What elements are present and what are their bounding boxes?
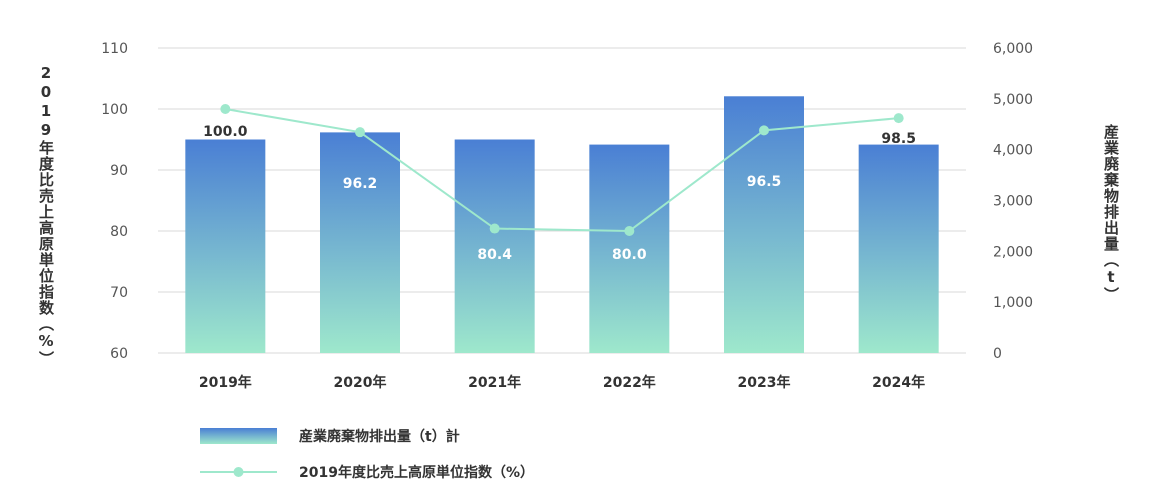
legend-bar-swatch — [200, 428, 277, 444]
x-tick-label: 2023年 — [738, 374, 791, 391]
bar-series — [185, 96, 939, 354]
data-label: 80.0 — [612, 247, 647, 263]
left-tick-label: 80 — [110, 224, 128, 240]
right-axis-ticks: 0 1,000 2,000 3,000 4,000 5,000 6,000 — [993, 41, 1033, 362]
bar — [185, 139, 266, 353]
right-tick-label: 2,000 — [993, 244, 1033, 260]
data-label: 80.4 — [477, 247, 512, 263]
x-tick-label: 2019年 — [199, 374, 252, 391]
right-axis-title: 産業廃棄物排出量（t） — [1102, 124, 1120, 303]
gridlines — [158, 47, 966, 354]
left-tick-label: 70 — [110, 285, 128, 301]
legend-bar-label: 産業廃棄物排出量（t）計 — [299, 429, 460, 445]
right-tick-label: 6,000 — [993, 41, 1033, 57]
legend-line-label: 2019年度比売上高原単位指数（%） — [299, 465, 534, 481]
legend-item-line: 2019年度比売上高原単位指数（%） — [200, 454, 534, 490]
x-tick-label: 2020年 — [334, 374, 387, 391]
bar — [858, 144, 939, 353]
bar — [589, 144, 670, 353]
legend-item-bar: 産業廃棄物排出量（t）計 — [200, 418, 534, 454]
bar — [454, 139, 535, 353]
line-series — [220, 104, 904, 236]
right-tick-label: 4,000 — [993, 143, 1033, 159]
bar — [320, 132, 400, 353]
x-tick-label: 2022年 — [603, 374, 656, 391]
data-label: 98.5 — [881, 131, 916, 147]
line-point — [489, 223, 500, 234]
legend: 産業廃棄物排出量（t）計 2019年度比売上高原単位指数（%） — [200, 418, 534, 490]
right-tick-label: 5,000 — [993, 92, 1033, 108]
line-point — [893, 113, 904, 124]
x-tick-label: 2021年 — [468, 374, 521, 391]
index-line — [225, 108, 899, 233]
x-axis-ticks: 2019年 2020年 2021年 2022年 2023年 2024年 — [199, 374, 925, 391]
data-labels: 100.0 96.2 80.4 80.0 96.5 98.5 — [203, 124, 916, 263]
data-label: 96.2 — [343, 176, 378, 192]
line-point — [624, 226, 635, 236]
x-tick-label: 2024年 — [872, 374, 925, 391]
left-axis-ticks: 60 70 80 90 100 110 — [101, 41, 128, 362]
left-tick-label: 100 — [101, 102, 128, 118]
line-point — [220, 104, 231, 114]
data-label: 100.0 — [203, 124, 248, 140]
line-point — [355, 127, 365, 138]
right-tick-label: 3,000 — [993, 194, 1033, 210]
left-tick-label: 110 — [101, 41, 128, 57]
data-label: 96.5 — [747, 174, 782, 190]
left-tick-label: 60 — [110, 346, 128, 362]
left-tick-label: 90 — [110, 163, 128, 179]
right-tick-label: 1,000 — [993, 295, 1033, 311]
bar — [724, 96, 804, 354]
left-axis-title: 2019年度比売上高原単位指数（%） — [37, 64, 55, 367]
line-point — [759, 125, 769, 136]
legend-line-swatch — [200, 464, 277, 480]
right-tick-label: 0 — [993, 346, 1002, 362]
